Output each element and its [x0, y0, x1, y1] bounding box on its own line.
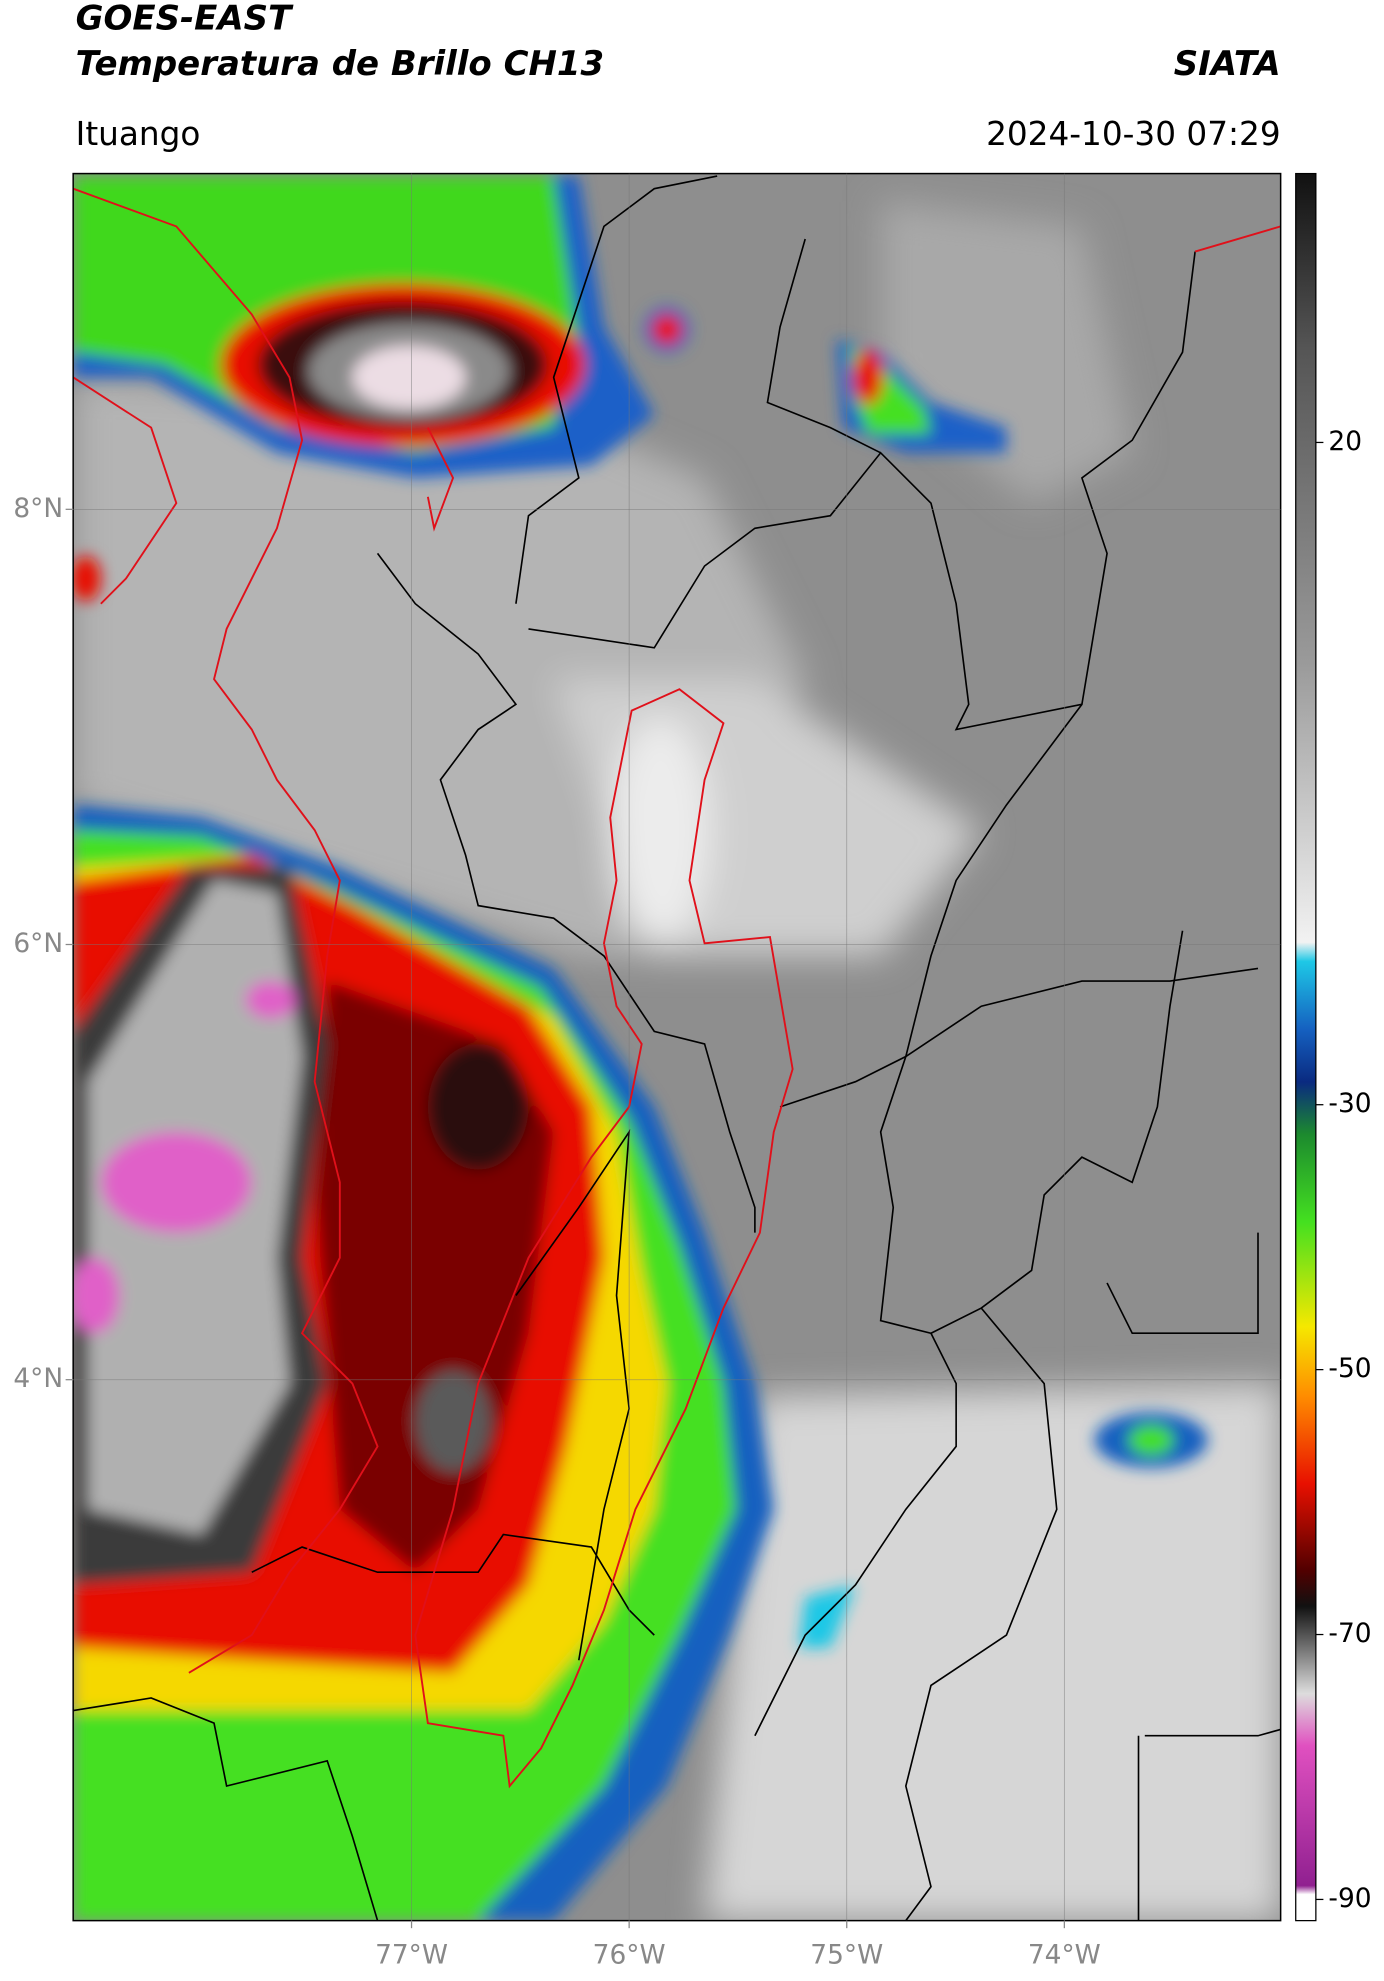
lat-tick-label: 4°N [13, 1363, 63, 1394]
lon-tick-label: 75°W [810, 1939, 883, 1970]
colorbar-tick-label: -50 [1328, 1353, 1371, 1384]
colorbar-tick-label: -30 [1328, 1088, 1371, 1119]
datetime: 2024-10-30 07:29 [986, 115, 1281, 153]
map-frame [72, 172, 1282, 1922]
boundaries [73, 175, 1281, 1921]
colorbar-tick-label: -70 [1328, 1618, 1371, 1649]
satellite-image [73, 173, 1281, 1921]
source: SIATA [1174, 44, 1281, 84]
lon-tick-label: 76°W [593, 1939, 666, 1970]
lon-tick-label: 77°W [375, 1939, 448, 1970]
colorbar-tick-label: -90 [1328, 1883, 1371, 1914]
colorbar-tick-label: 20 [1328, 426, 1362, 457]
lon-tick-label: 74°W [1028, 1939, 1101, 1970]
subtitle: Temperatura de Brillo CH13 [76, 44, 604, 84]
lat-tick-label: 8°N [13, 493, 63, 524]
lat-tick-label: 6°N [13, 928, 63, 959]
location: Ituango [76, 115, 201, 153]
title: GOES-EAST [76, 0, 294, 39]
ituango-boundary [73, 187, 1281, 1789]
colorbar [1295, 172, 1317, 1922]
